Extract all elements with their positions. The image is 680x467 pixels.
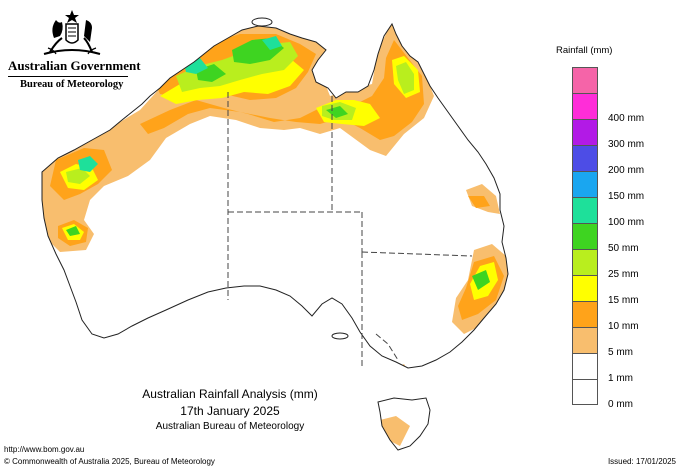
header-divider <box>8 76 128 77</box>
legend-swatch <box>572 353 598 379</box>
rain-zone-10mm <box>60 56 420 190</box>
rain-zone-10mm-coast <box>62 224 498 300</box>
kangaroo-island <box>331 332 349 340</box>
issued-date: Issued: 17/01/2025 <box>607 457 676 466</box>
copyright-notice: © Commonwealth of Australia 2025, Bureau… <box>4 457 215 466</box>
legend-label: 5 mm <box>608 347 633 358</box>
bureau-title: Bureau of Meteorology <box>20 79 124 90</box>
bom-website-link[interactable]: http://www.bom.gov.au <box>4 445 85 454</box>
legend-swatch <box>572 275 598 301</box>
legend-swatch <box>572 379 598 405</box>
legend-title: Rainfall (mm) <box>556 45 613 56</box>
legend-swatch <box>572 67 598 93</box>
legend-swatch <box>572 249 598 275</box>
government-title: Australian Government <box>8 58 141 73</box>
legend-label: 100 mm <box>608 217 645 228</box>
legend-swatch <box>572 301 598 327</box>
map-title: Australian Rainfall Analysis (mm) <box>142 387 318 401</box>
legend-swatch <box>572 119 598 145</box>
legend-label: 150 mm <box>608 191 645 202</box>
legend-label: 0 mm <box>608 399 633 410</box>
map-date: 17th January 2025 <box>180 404 280 418</box>
legend-swatch <box>572 171 598 197</box>
legend-label: 300 mm <box>608 139 645 150</box>
melville-island <box>251 17 273 27</box>
legend-swatch <box>572 145 598 171</box>
legend-swatch <box>572 197 598 223</box>
rain-zone-5mm-coast <box>58 196 504 320</box>
rain-zone-1mm-south <box>380 364 410 446</box>
legend-label: 25 mm <box>608 269 639 280</box>
legend-label: 200 mm <box>608 165 645 176</box>
legend-label: 10 mm <box>608 321 639 332</box>
legend-swatch <box>572 93 598 119</box>
map-source: Australian Bureau of Meteorology <box>155 421 305 432</box>
state-borders <box>227 92 473 366</box>
legend-label: 50 mm <box>608 243 639 254</box>
coat-of-arms-icon <box>43 10 101 55</box>
legend-label: 400 mm <box>608 113 645 124</box>
rainfall-regions <box>42 24 508 446</box>
legend-swatch <box>572 223 598 249</box>
legend-swatch <box>572 327 598 353</box>
legend-label: 15 mm <box>608 295 639 306</box>
legend-label: 1 mm <box>608 373 633 384</box>
